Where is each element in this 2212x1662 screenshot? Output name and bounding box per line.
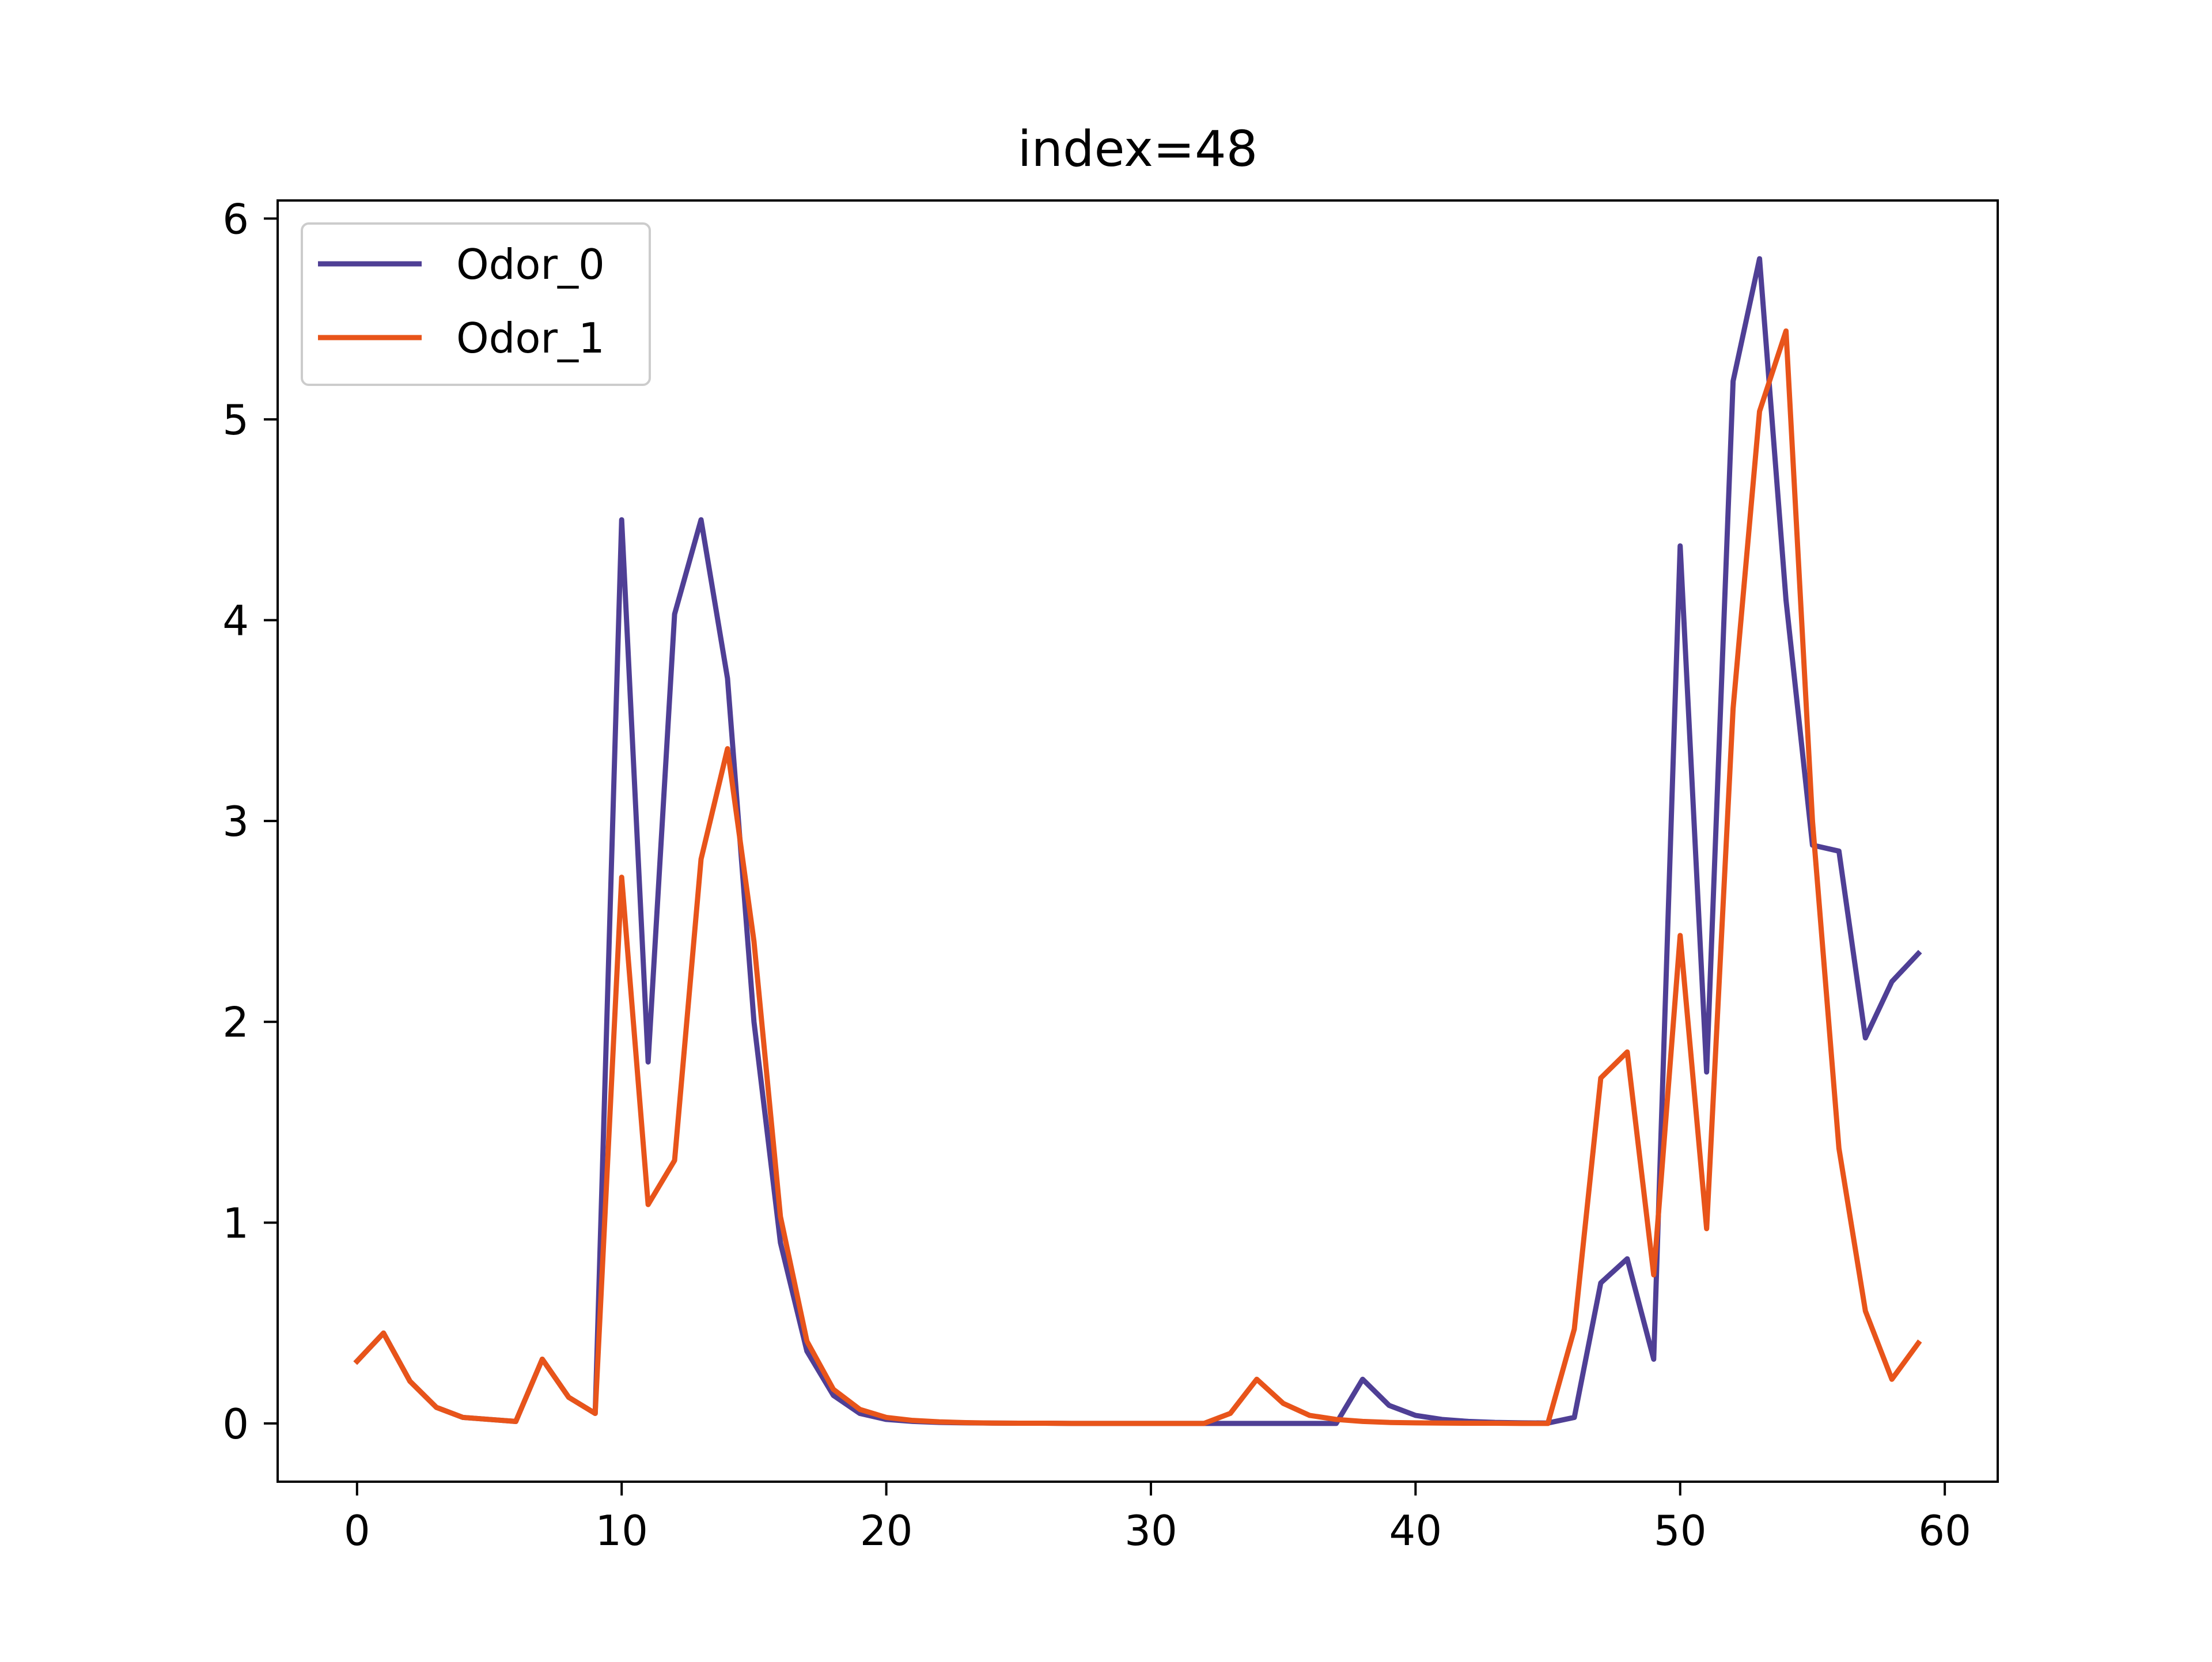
plot-area	[353, 256, 1922, 1426]
x-tick-label: 60	[1918, 1506, 1971, 1555]
x-tick-label: 30	[1124, 1506, 1177, 1555]
series-line-odor-1	[353, 328, 1922, 1426]
y-tick-label: 0	[222, 1400, 249, 1448]
x-tick-label: 50	[1654, 1506, 1707, 1555]
y-tick-label: 3	[222, 797, 249, 846]
x-tick-label: 10	[595, 1506, 648, 1555]
axes-frame	[276, 199, 1999, 1483]
y-tick-label: 2	[222, 998, 249, 1047]
legend-label-odor-0: Odor_0	[456, 240, 605, 289]
legend-label-odor-1: Odor_1	[456, 314, 605, 362]
axes: 0 10 20 30 40 50 60 0 1 2 3 4 5 6	[222, 195, 1999, 1555]
x-tick-label: 20	[860, 1506, 913, 1555]
chart-title: index=48	[1018, 120, 1258, 178]
x-tick-label: 40	[1389, 1506, 1442, 1555]
legend: Odor_0 Odor_1	[301, 222, 651, 386]
y-tick-label: 4	[222, 597, 249, 645]
y-tick-label: 1	[222, 1199, 249, 1247]
y-tick-label: 5	[222, 396, 249, 444]
y-tick-label: 6	[222, 195, 249, 243]
x-tick-label: 0	[344, 1506, 370, 1555]
